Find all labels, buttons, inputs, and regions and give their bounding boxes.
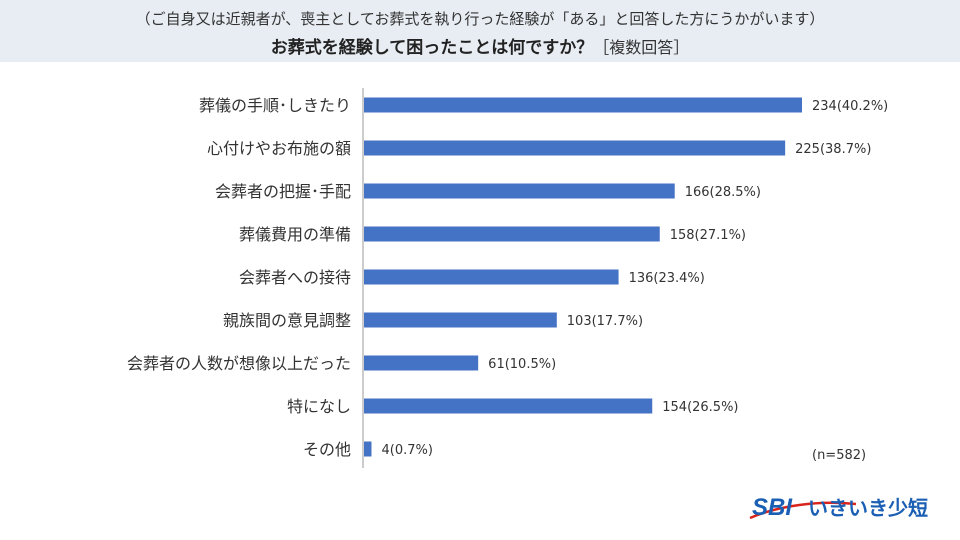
logo-mark-text: SBI xyxy=(752,494,793,521)
logo-name-text: いきいき少短 xyxy=(808,496,928,520)
category-label: 心付けやお布施の額 xyxy=(207,139,351,158)
bar xyxy=(364,269,619,285)
bar xyxy=(364,183,675,199)
bar xyxy=(364,97,802,113)
category-label: その他 xyxy=(303,440,351,459)
multiple-answer-tag: ［複数回答］ xyxy=(593,38,690,57)
bar xyxy=(364,226,660,242)
data-label: 136(23.4%) xyxy=(629,271,705,286)
category-label: 葬儀の手順･しきたり xyxy=(199,96,351,115)
page-title: お葬式を経験して困ったことは何ですか？［複数回答］ xyxy=(0,33,960,58)
logo-swoosh xyxy=(749,501,857,520)
category-label: 特になし xyxy=(287,397,351,416)
survey-condition-text: （ご自身又は近親者が、喪主としてお葬式を執り行った経験が「ある」と回答した方にう… xyxy=(135,10,825,28)
category-label: 会葬者の把握･手配 xyxy=(215,182,351,201)
bar xyxy=(364,441,372,457)
data-label: 158(27.1%) xyxy=(670,228,746,243)
data-label: 154(26.5%) xyxy=(662,400,738,415)
category-label: 会葬者の人数が想像以上だった xyxy=(127,354,351,373)
bar xyxy=(364,140,786,156)
data-label: 103(17.7%) xyxy=(567,314,643,329)
category-label: 葬儀費用の準備 xyxy=(239,225,351,244)
data-label: 234(40.2%) xyxy=(812,99,888,114)
data-label: 166(28.5%) xyxy=(685,185,761,200)
data-label: 225(38.7%) xyxy=(795,142,871,157)
data-label: 61(10.5%) xyxy=(488,357,556,372)
data-label: 4(0.7%) xyxy=(381,443,432,458)
category-label: 親族間の意見調整 xyxy=(223,311,351,330)
question-text: お葬式を経験して困ったことは何ですか？ xyxy=(270,38,594,58)
bar xyxy=(364,355,479,371)
bar xyxy=(364,312,557,328)
header-band: （ご自身又は近親者が、喪主としてお葬式を執り行った経験が「ある」と回答した方にう… xyxy=(0,0,960,62)
sbi-ikiiki-logo: SBI いきいき少短 xyxy=(749,494,928,521)
bar xyxy=(364,398,653,414)
category-label: 会葬者への接待 xyxy=(239,268,351,287)
sample-size-label: (n=582) xyxy=(812,448,867,463)
